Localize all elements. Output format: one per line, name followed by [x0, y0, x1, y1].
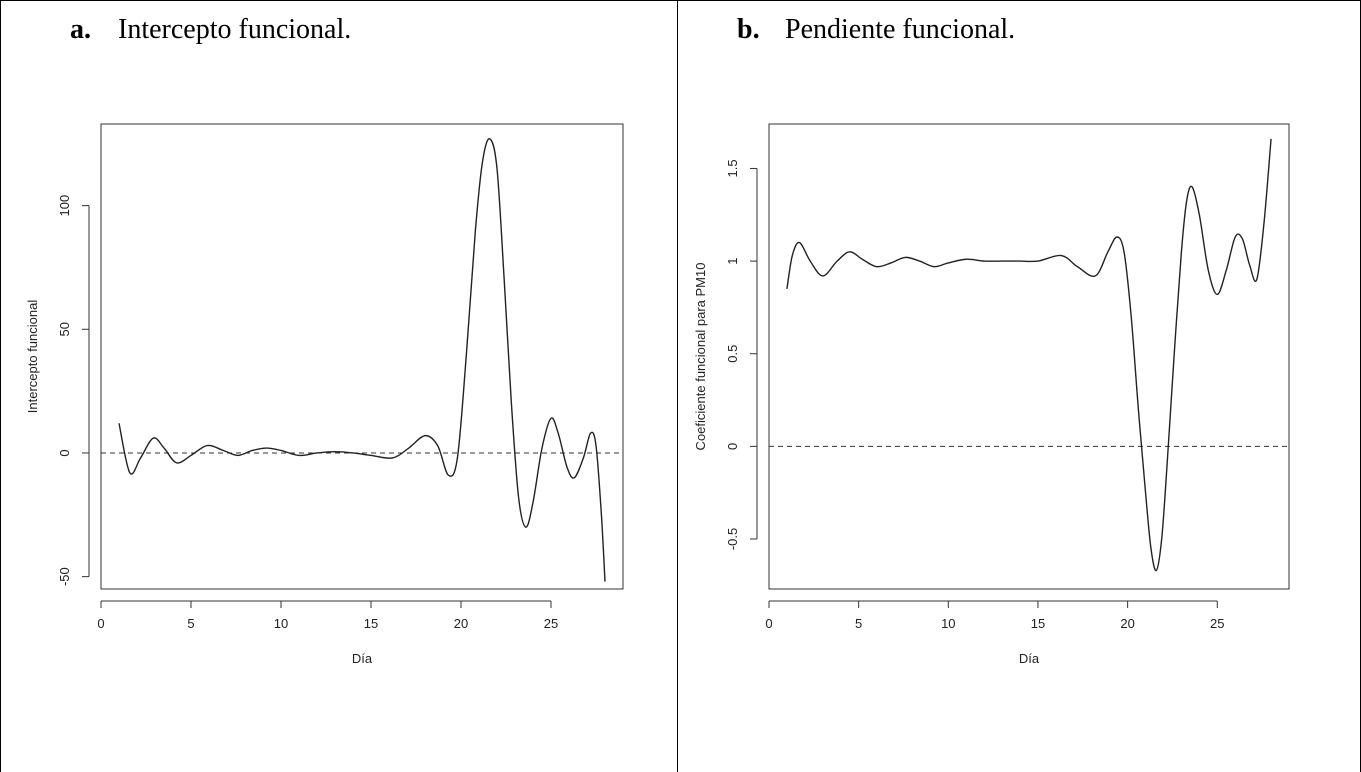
chart-b-x-tick-label: 0 [765, 616, 772, 631]
chart-b-y-tick-label: 0.5 [725, 345, 740, 363]
chart-b-x-tick-label: 5 [855, 616, 862, 631]
panel-divider [677, 0, 678, 772]
panel-b-caption: Pendiente funcional. [785, 14, 1016, 45]
panel-a-title: a. Intercepto funcional. [70, 14, 351, 46]
panel-a-letter: a. [70, 14, 91, 45]
chart-a-y-tick-label: 100 [57, 195, 72, 217]
chart-b-y-axis-label: Coeficiente funcional para PM10 [693, 263, 708, 451]
chart-b-x-tick-label: 20 [1120, 616, 1134, 631]
chart-a-x-tick-label: 5 [187, 616, 194, 631]
panel-a-caption: Intercepto funcional. [118, 14, 352, 45]
chart-a-x-tick-label: 20 [454, 616, 468, 631]
chart-b-x-tick-label: 15 [1031, 616, 1045, 631]
chart-b-plot-box [768, 123, 1290, 590]
chart-a-y-axis-label: Intercepto funcional [25, 300, 40, 414]
chart-b-x-tick-label: 25 [1210, 616, 1224, 631]
chart-b: 0 5 10 15 20 25 Día -0.5 0 0.5 1 1.5 Coeficiente fun… [693, 123, 1290, 666]
chart-b-y-tick-label: -0.5 [725, 528, 740, 550]
chart-a-y-tick-label: -50 [57, 567, 72, 586]
chart-b-series-line-0 [786, 138, 1272, 572]
chart-a-x-tick-label: 0 [97, 616, 104, 631]
chart-b-x-tick-label: 10 [941, 616, 955, 631]
chart-a: 0 5 10 15 20 25 Día -50 0 50 100 Intercepto funcion… [25, 123, 624, 666]
chart-b-y-tick-label: 0 [725, 443, 740, 450]
panel-b-letter: b. [737, 14, 760, 45]
chart-b-y-tick-label: 1.5 [725, 159, 740, 177]
chart-a-x-axis-label: Día [352, 651, 373, 666]
chart-a-series-line-0 [118, 138, 606, 582]
panel-b-title: b. Pendiente funcional. [737, 14, 1015, 46]
chart-a-y-tick-label: 0 [57, 449, 72, 456]
chart-a-plot-box [100, 123, 624, 590]
chart-a-x-tick-label: 10 [274, 616, 288, 631]
chart-b-x-axis-label: Día [1019, 651, 1040, 666]
chart-a-x-tick-label: 25 [544, 616, 558, 631]
chart-a-y-tick-label: 50 [57, 322, 72, 336]
chart-b-y-tick-label: 1 [725, 257, 740, 264]
chart-a-x-tick-label: 15 [364, 616, 378, 631]
